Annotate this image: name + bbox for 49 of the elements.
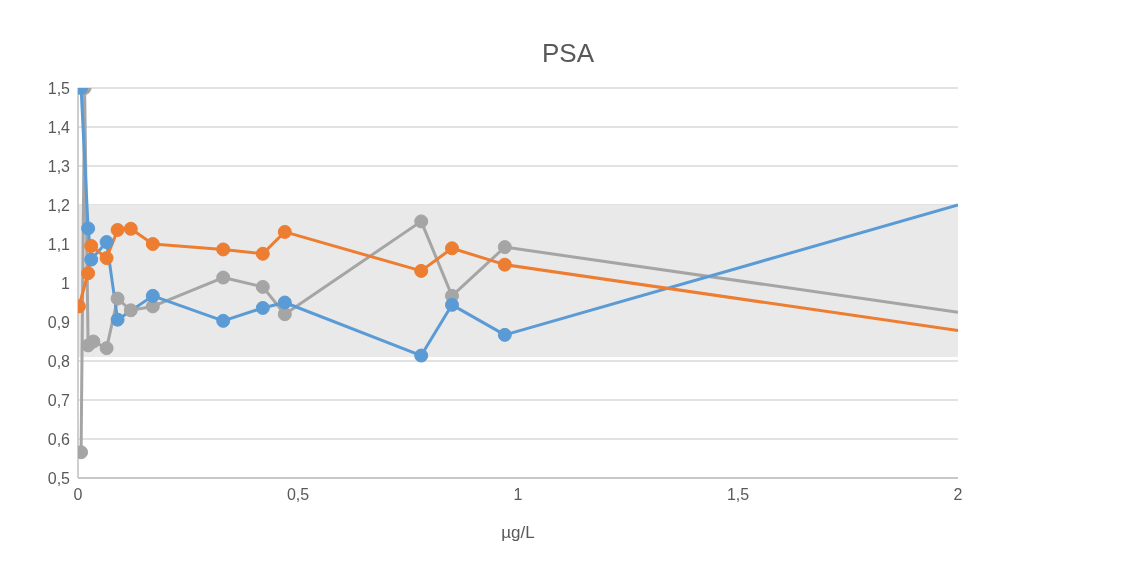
point <box>216 242 231 257</box>
point <box>84 238 99 253</box>
y-tick-label: 0,6 <box>47 430 71 448</box>
point <box>123 303 138 318</box>
point <box>255 279 270 294</box>
point <box>145 237 160 251</box>
point <box>497 257 512 272</box>
point <box>81 221 96 236</box>
point <box>445 297 459 312</box>
point <box>277 295 292 310</box>
x-tick-label: 1,5 <box>726 486 750 503</box>
y-tick-label: 1,2 <box>47 196 71 214</box>
point <box>414 214 429 229</box>
x-tick-label: 0 <box>73 486 83 503</box>
x-tick-label: 0,5 <box>286 486 310 503</box>
point <box>110 312 125 327</box>
point <box>99 251 114 266</box>
y-tick-label: 1,1 <box>47 235 71 253</box>
point <box>84 252 99 267</box>
x-axis-title: µg/L <box>501 523 535 542</box>
x-tick-label: 1 <box>513 486 523 503</box>
point <box>414 348 429 363</box>
y-tick-label: 0,7 <box>47 391 71 409</box>
chart-title: PSA <box>541 37 595 70</box>
y-tick-label: 0,8 <box>47 352 71 370</box>
point <box>255 246 270 261</box>
point <box>99 341 114 356</box>
point <box>445 241 459 256</box>
point <box>216 270 231 285</box>
point <box>216 313 231 328</box>
y-tick-label: 1,5 <box>47 79 71 97</box>
point <box>277 224 292 239</box>
y-tick-label: 0,9 <box>47 313 71 331</box>
point <box>81 266 96 281</box>
point <box>255 300 270 315</box>
point <box>123 221 138 236</box>
y-tick-label: 1,4 <box>47 118 71 136</box>
point <box>414 263 429 278</box>
y-tick-label: 1 <box>61 274 71 292</box>
y-tick-label: 1,3 <box>47 157 71 175</box>
point <box>99 235 114 250</box>
x-tick-label: 2 <box>953 486 963 503</box>
point <box>145 288 160 303</box>
point <box>277 307 292 322</box>
point <box>110 291 125 306</box>
point <box>110 222 125 237</box>
point <box>497 327 512 342</box>
point <box>497 240 512 255</box>
y-tick-label: 0,5 <box>47 469 71 487</box>
